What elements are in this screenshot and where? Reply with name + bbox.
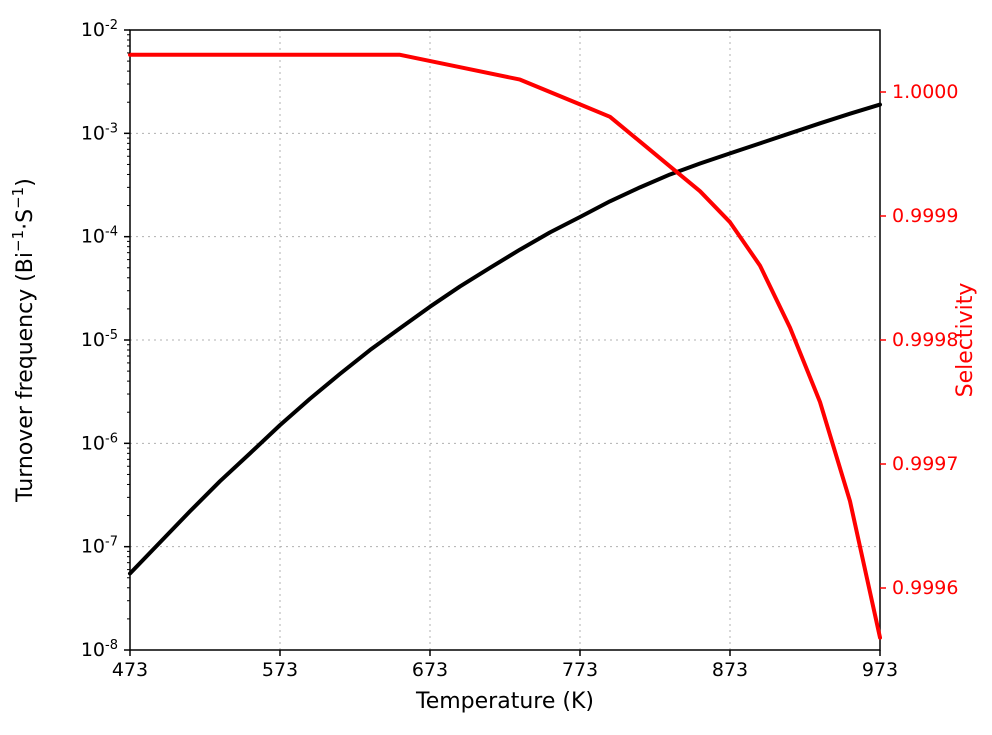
- x-tick-label: 773: [562, 659, 598, 681]
- series-turnover-frequency: [130, 105, 880, 574]
- y-left-tick-label: 10-8: [81, 638, 118, 662]
- x-tick-label: 473: [112, 659, 148, 681]
- y-left-tick-label: 10-6: [81, 431, 118, 455]
- y-left-tick-label: 10-5: [81, 328, 118, 352]
- y-right-tick-label: 0.9999: [892, 205, 958, 227]
- y-right-tick-label: 0.9997: [892, 453, 958, 475]
- x-tick-label: 873: [712, 659, 748, 681]
- x-axis-label: Temperature (K): [415, 689, 594, 714]
- dual-axis-line-chart: 473 573 673 773 873 973 Temperature (K) 10-8 10-…: [0, 0, 992, 735]
- y-left-tick-label: 10-7: [81, 534, 118, 558]
- y-right-tick-label: 0.9996: [892, 577, 958, 599]
- y-right-tick-label: 1.0000: [892, 81, 958, 103]
- chart-container: 473 573 673 773 873 973 Temperature (K) 10-8 10-…: [0, 0, 992, 735]
- y-left-axis-label: Turnover frequency (Bi−1·S−1): [9, 178, 38, 503]
- y-left-tick-label: 10-2: [81, 18, 118, 42]
- x-tick-label: 973: [862, 659, 898, 681]
- y-left-tick-label: 10-3: [81, 121, 118, 145]
- y-right-axis-label: Selectivity: [953, 283, 978, 398]
- x-tick-label: 673: [412, 659, 448, 681]
- y-left-tick-label: 10-4: [81, 224, 118, 248]
- x-tick-label: 573: [262, 659, 298, 681]
- y-right-tick-label: 0.9998: [892, 329, 958, 351]
